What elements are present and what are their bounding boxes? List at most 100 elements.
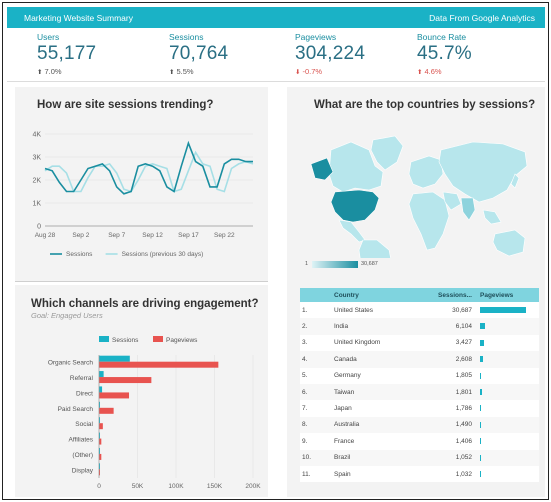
bar: [99, 355, 130, 362]
table-row[interactable]: 2. India 6,104: [300, 318, 539, 335]
pageviews-cell: [476, 318, 539, 335]
y-tick-label: 2K: [32, 178, 41, 185]
rank-cell: 10.: [300, 449, 332, 466]
table-row[interactable]: 1. United States 30,687: [300, 302, 539, 319]
table-row[interactable]: 7. Japan 1,786: [300, 400, 539, 417]
map-alaska: [310, 157, 334, 181]
sessions-trend-chart[interactable]: 0 1K 2K 3K 4K Aug 28 Sep 2 Sep 7 Sep 12 Sep 17 Sep…: [15, 121, 268, 271]
pageviews-bar: [480, 339, 484, 346]
pageviews-bar: [480, 405, 482, 412]
bar: [99, 432, 100, 439]
x-tick-label: 150K: [207, 483, 223, 490]
channels-title: Which channels are driving engagement?: [31, 298, 259, 310]
pageviews-bar: [480, 307, 526, 313]
col-pageviews-header[interactable]: Pageviews: [476, 288, 539, 302]
kpi-pageviews[interactable]: Pageviews 304,224 ⬇ -0.7%: [295, 32, 365, 76]
kpi-divider: [7, 81, 545, 82]
kpi-label: Users: [37, 32, 60, 42]
table-row[interactable]: 8. Australia 1,490: [300, 416, 539, 434]
kpi-value: 55,177: [37, 43, 97, 64]
rank-cell: 2.: [300, 318, 332, 335]
pageviews-cell: [476, 400, 539, 417]
world-map[interactable]: [303, 128, 533, 258]
trend-title: How are site sessions trending?: [37, 99, 214, 111]
kpi-users[interactable]: Users 55,177 ⬆ 7.0%: [37, 32, 96, 76]
x-tick-label: Sep 7: [108, 232, 125, 239]
table-row[interactable]: 5. Germany 1,805: [300, 367, 539, 384]
category-label: Direct: [76, 390, 93, 397]
pageviews-cell: [476, 351, 539, 368]
category-label: Display: [72, 467, 94, 474]
bar: [99, 453, 102, 460]
sessions-cell: 3,427: [424, 334, 476, 352]
country-cell: Taiwan: [332, 383, 424, 401]
channels-subtitle: Goal: Engaged Users: [31, 311, 103, 320]
pageviews-bar: [480, 323, 485, 330]
table-row[interactable]: 11. Spain 1,032: [300, 465, 539, 483]
col-sessions-header[interactable]: Sessions...: [424, 288, 476, 302]
kpi-delta: ⬆ 4.6%: [417, 67, 442, 76]
legend-label: Pageviews: [166, 337, 198, 344]
bar: [99, 361, 219, 368]
legend-swatch: [153, 336, 163, 342]
x-tick-label: Sep 12: [142, 232, 163, 239]
pageviews-cell: [476, 383, 539, 401]
map-south-america: [358, 239, 391, 258]
table-row[interactable]: 6. Taiwan 1,801: [300, 383, 539, 401]
table-row[interactable]: 4. Canada 2,608: [300, 351, 539, 368]
table-row[interactable]: 3. United Kingdom 3,427: [300, 334, 539, 352]
country-cell: Spain: [332, 465, 424, 483]
rank-cell: 8.: [300, 416, 332, 434]
x-tick-label: Sep 22: [214, 232, 235, 239]
rank-cell: 9.: [300, 433, 332, 450]
kpi-sessions[interactable]: Sessions 70,764 ⬆ 5.5%: [169, 32, 228, 76]
left-panel-divider: [15, 281, 268, 282]
legend-label: Sessions: [112, 337, 139, 344]
series-line: [44, 140, 253, 195]
table-row[interactable]: 9. France 1,406: [300, 433, 539, 450]
kpi-value: 45.7%: [417, 43, 472, 64]
pageviews-cell: [476, 367, 539, 384]
bar: [99, 407, 114, 414]
report-header: Marketing Website Summary Data From Goog…: [7, 7, 545, 28]
bar: [99, 469, 100, 476]
map-middle-east: [442, 191, 462, 211]
country-cell: Australia: [332, 416, 424, 434]
map-legend-min: 1: [305, 261, 309, 267]
x-tick-label: Sep 17: [178, 232, 199, 239]
country-cell: United States: [332, 302, 424, 319]
table-row[interactable]: 10. Brazil 1,052: [300, 449, 539, 466]
category-label: Affiliates: [69, 437, 94, 444]
col-country-header[interactable]: Country: [332, 288, 424, 302]
y-tick-label: 0: [37, 224, 41, 231]
bar: [99, 377, 152, 384]
pageviews-bar: [480, 372, 482, 379]
channels-bar-chart[interactable]: Sessions Pageviews 0 50K 100K 150K 200K Organic…: [15, 328, 268, 496]
x-tick-label: 50K: [132, 483, 144, 490]
bar: [99, 392, 130, 399]
kpi-bounce-rate[interactable]: Bounce Rate 45.7% ⬆ 4.6%: [417, 32, 472, 76]
pageviews-cell: [476, 334, 539, 352]
x-tick-label: Sep 2: [72, 232, 89, 239]
rank-cell: 1.: [300, 302, 332, 319]
kpi-label: Bounce Rate: [417, 32, 467, 42]
map-japan: [510, 173, 520, 189]
map-color-scale: [312, 261, 358, 268]
pageviews-bar: [480, 470, 482, 477]
bar: [99, 386, 103, 393]
report-title: Marketing Website Summary: [24, 13, 133, 23]
rank-cell: 5.: [300, 367, 332, 384]
arrow-up-icon: ⬆: [37, 69, 43, 76]
kpi-value: 304,224: [295, 43, 366, 64]
data-source-label: Data From Google Analytics: [429, 13, 535, 23]
sessions-cell: 1,490: [424, 416, 476, 434]
bar: [99, 417, 100, 424]
pageviews-cell: [476, 416, 539, 434]
y-tick-label: 1K: [32, 201, 41, 208]
map-india: [460, 197, 476, 221]
legend-label: Sessions (previous 30 days): [122, 251, 204, 258]
kpi-label: Pageviews: [295, 32, 337, 42]
x-tick-label: Aug 28: [35, 232, 56, 239]
bar: [99, 438, 102, 445]
arrow-up-icon: ⬆: [417, 69, 423, 76]
